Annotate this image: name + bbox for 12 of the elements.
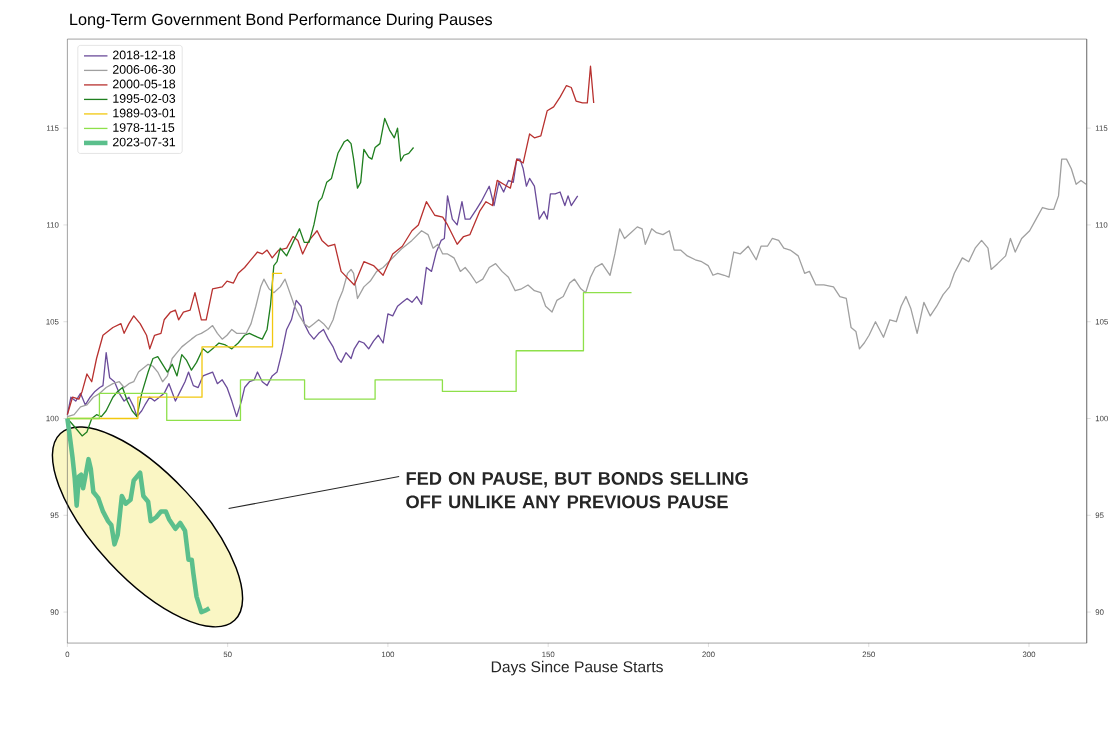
line-series: [65, 416, 212, 615]
legend-label: 2000-05-18: [112, 79, 176, 89]
line-series: [66, 65, 595, 416]
x-axis-title: Days Since Pause Starts: [491, 660, 663, 676]
legend-label: 1995-02-03: [113, 94, 176, 103]
legend-label: 2018-12-18: [112, 50, 176, 60]
annotation: FED ON PAUSE, BUT BONDS SELLING OFF UNLIKE ANY PREVIOUS PAUSE: [406, 471, 748, 509]
legend-label: 1978-11-15: [113, 123, 175, 132]
chart-title: Long-Term Government Bond Performance During Pauses: [70, 13, 492, 29]
legend-label: 2023-07-31: [112, 137, 176, 147]
legend-label: 1989-03-01: [113, 108, 176, 118]
legend-label: 2006-06-30: [112, 65, 176, 74]
